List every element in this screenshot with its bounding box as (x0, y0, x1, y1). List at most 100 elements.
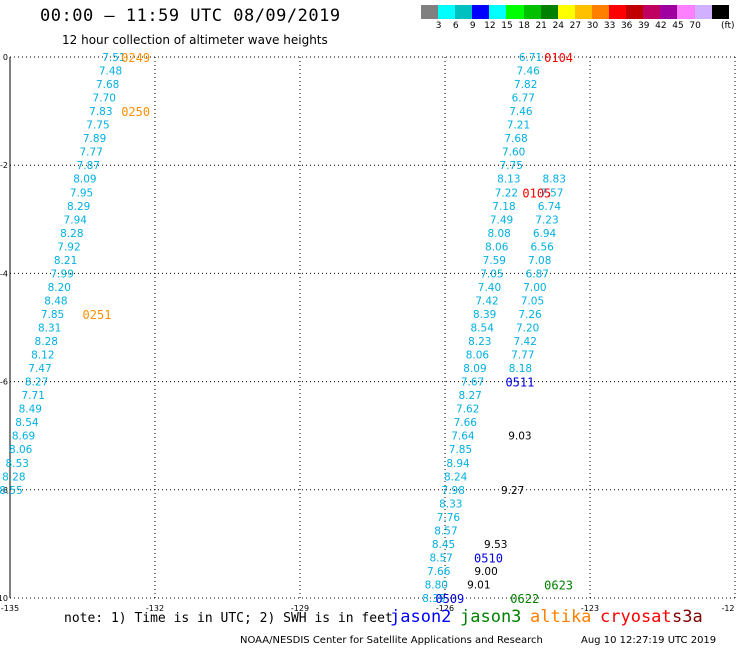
swh-point-jason2: 7.68 (504, 133, 527, 145)
swh-point-jason2: 8.80 (425, 579, 448, 591)
colorbar-label: 39 (638, 21, 650, 31)
swh-point-altika: 8.09 (73, 174, 96, 186)
colorbar-label: 27 (569, 21, 582, 31)
time-label-cryosat: 0105 (522, 186, 551, 200)
swh-point-jason2: 7.46 (516, 66, 540, 78)
swh-point-altika: 8.28 (35, 336, 58, 348)
swh-point-altika: 8.21 (54, 255, 77, 267)
swh-point-altika: 8.31 (38, 323, 61, 335)
swh-point-jason3: 6.87 (526, 268, 549, 280)
note-text: note: 1) Time is in UTC; 2) SWH is in fe… (64, 611, 393, 626)
swh-point-jason2: 7.67 (461, 377, 484, 389)
swh-point-jason3: 6.94 (533, 228, 557, 240)
time-label-jason3: 0623 (544, 578, 573, 592)
legend-cryosat: cryosat (600, 607, 672, 627)
colorbar-label: 15 (501, 21, 513, 31)
swh-point-jason2: 8.45 (432, 539, 455, 551)
swh-point-high: 9.27 (501, 485, 524, 497)
colorbar-label: 45 (672, 21, 684, 31)
swh-point-altika: 8.12 (31, 350, 54, 362)
swh-point-jason3: 7.08 (528, 255, 551, 267)
swh-point-altika: 8.48 (44, 295, 67, 307)
swh-point-altika: 8.49 (19, 404, 42, 416)
swh-point-altika: 7.68 (96, 79, 119, 91)
swh-point-altika: 7.70 (93, 93, 116, 105)
y-tick-label: -2 (0, 161, 8, 170)
x-tick-label: -12 (721, 604, 734, 613)
colorbar-cell (489, 5, 507, 19)
swh-point-jason2: 7.85 (449, 444, 472, 456)
swh-point-altika: 7.92 (57, 241, 80, 253)
colorbar-cell (643, 5, 661, 19)
colorbar-label: 18 (518, 21, 530, 31)
swh-point-altika: 7.95 (70, 187, 93, 199)
swh-point-altika: 8.69 (12, 431, 35, 443)
swh-point-jason2: 8.06 (485, 241, 509, 253)
swh-point-jason2: 7.42 (475, 295, 498, 307)
swh-point-jason3: 7.77 (511, 350, 534, 362)
swh-point-jason2: 7.59 (483, 255, 506, 267)
swh-point-jason2: 7.22 (495, 187, 518, 199)
swh-point-jason2: 8.09 (463, 363, 486, 375)
colorbar-cell (455, 5, 473, 19)
swh-point-jason2: 7.40 (478, 282, 501, 294)
y-tick-label: 0 (3, 53, 8, 62)
swh-point-jason3: 7.05 (521, 295, 544, 307)
swh-point-high: 9.03 (508, 431, 531, 443)
y-tick-label: -8 (0, 486, 8, 495)
swh-point-altika: 8.53 (6, 458, 29, 470)
swh-point-altika: 7.89 (83, 133, 106, 145)
x-tick-label: -135 (1, 604, 19, 613)
swh-point-jason2: 7.60 (502, 147, 525, 159)
colorbar-cell (694, 5, 712, 19)
swh-point-altika: 8.27 (25, 377, 48, 389)
swh-point-jason2: 7.76 (437, 512, 461, 524)
time-label-altika: 0251 (83, 308, 112, 322)
swh-point-jason2: 7.18 (492, 201, 515, 213)
swh-point-jason3: 6.74 (538, 201, 562, 213)
swh-point-jason2: 8.23 (468, 336, 491, 348)
swh-point-jason2: 8.39 (422, 593, 445, 605)
swh-point-altika: 8.29 (67, 201, 90, 213)
swh-point-jason2: 7.75 (500, 160, 523, 172)
colorbar-cell (540, 5, 558, 19)
swh-point-altika: 8.28 (2, 471, 25, 483)
time-label-jason2: 0510 (474, 551, 503, 565)
colorbar-cell (660, 5, 678, 19)
chart-subtitle: 12 hour collection of altimeter wave hei… (62, 33, 328, 47)
swh-point-jason2: 7.66 (427, 566, 451, 578)
time-label-jason2: 0509 (435, 592, 464, 606)
time-label-cryosat: 0104 (544, 51, 573, 65)
y-tick-label: -4 (0, 269, 8, 278)
swh-point-jason2: 7.62 (456, 404, 479, 416)
swh-point-jason3: 7.20 (516, 323, 539, 335)
swh-point-jason3: 7.26 (518, 309, 542, 321)
footer-credit: NOAA/NESDIS Center for Satellite Applica… (240, 635, 543, 646)
swh-point-jason2: 7.49 (490, 214, 513, 226)
x-tick-label: -126 (436, 604, 454, 613)
swh-point-jason2: 8.27 (458, 390, 481, 402)
colorbar-cell (711, 5, 729, 19)
colorbar-cell (609, 5, 627, 19)
swh-point-high: 9.53 (484, 539, 507, 551)
colorbar-label: 24 (552, 21, 565, 31)
swh-point-altika: 7.77 (80, 147, 103, 159)
colorbar-cell (506, 5, 524, 19)
colorbar-legend: (ft) 3 6 9 12 15 18 21 24 27 30 33 36 39 42 45 70 (421, 5, 735, 31)
swh-point-jason2: 8.94 (446, 458, 470, 470)
swh-point-jason2: 7.66 (454, 417, 478, 429)
swh-point-jason3: 7.57 (540, 187, 563, 199)
colorbar-cell (626, 5, 644, 19)
colorbar-label: 3 (435, 21, 442, 31)
swh-point-jason3: 8.18 (509, 363, 532, 375)
legend-s3a: s3a (672, 607, 703, 627)
swh-point-high: 9.00 (474, 566, 497, 578)
colorbar-label: 70 (689, 21, 701, 31)
time-label-altika: 0250 (121, 105, 150, 119)
colorbar-cell (574, 5, 592, 19)
swh-point-high: 9.01 (467, 579, 490, 591)
swh-point-altika: 8.20 (48, 282, 71, 294)
time-label-jason2: 0511 (505, 376, 534, 390)
swh-point-altika: 7.71 (22, 390, 45, 402)
